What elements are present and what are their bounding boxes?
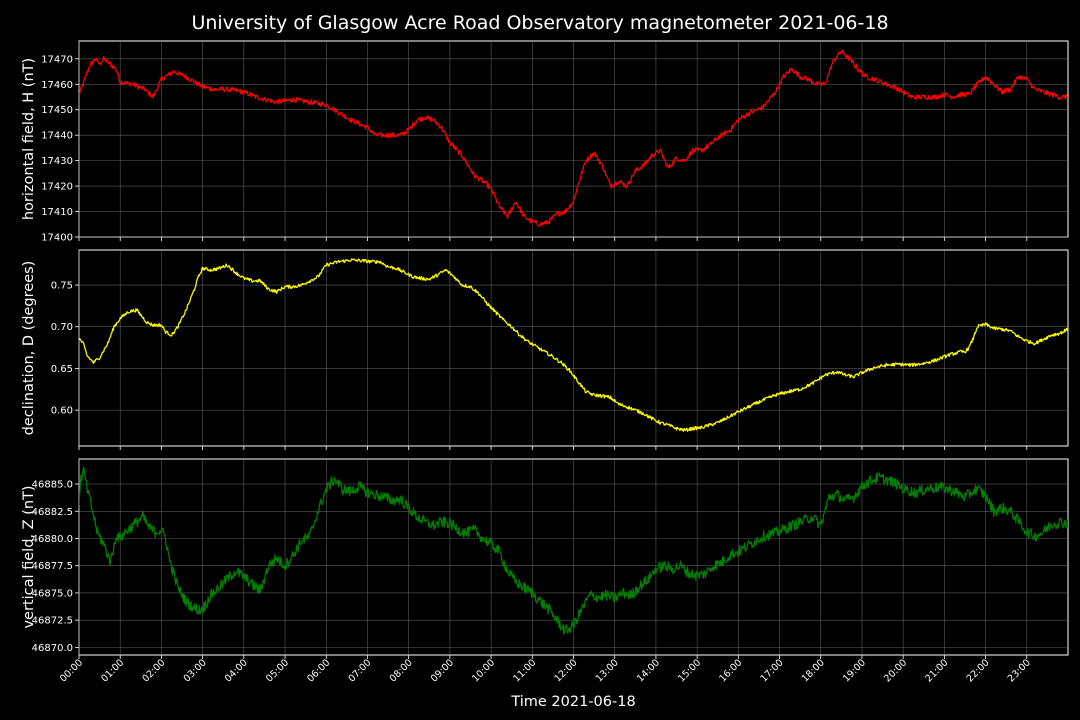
series-line [79,466,1068,635]
y-tick-label: 0.70 [51,322,73,333]
y-tick-label: 17470 [41,54,73,65]
y-tick-label: 17420 [41,182,73,193]
panel-2: 0.60 0.65 0.70 0.75 declination, D (degrees) [21,249,1069,450]
y-tick-label: 0.75 [51,281,73,292]
panel-3: 46870.0 46872.5 46875.0 46877.5 46880.0 46882… [21,458,1069,659]
series-line [79,258,1068,432]
y-axis-label: horizontal field, H (nT) [21,58,37,220]
y-axis-label: vertical field, Z (nT) [21,485,37,628]
y-tick-label: 0.65 [51,364,73,375]
y-tick-label: 17410 [41,207,73,218]
y-tick-label: 0.60 [51,406,73,417]
x-axis-label: Time 2021-06-18 [510,694,635,710]
series-line [79,49,1068,227]
y-tick-label: 17440 [41,131,73,142]
panel-1: 17400 17410 17420 17430 17440 17450 17460 17470… [21,40,1069,244]
y-tick-label: 17430 [41,156,73,167]
y-tick-label: 46872.5 [32,616,73,627]
y-tick-label: 17400 [41,233,73,244]
y-tick-label: 46882.5 [32,507,73,518]
y-tick-label: 46877.5 [32,561,73,572]
y-tick-label: 46880.0 [32,534,73,545]
y-tick-label: 46885.0 [32,480,73,491]
y-tick-label: 17450 [41,105,73,116]
y-axis-label: declination, D (degrees) [21,261,37,436]
y-tick-label: 46870.0 [32,643,73,654]
y-tick-label: 46875.0 [32,588,73,599]
chart-title: University of Glasgow Acre Road Observat… [191,12,888,34]
y-tick-label: 17460 [41,80,73,91]
panels-layer: 17400 17410 17420 17430 17440 17450 17460 17470… [21,40,1069,659]
